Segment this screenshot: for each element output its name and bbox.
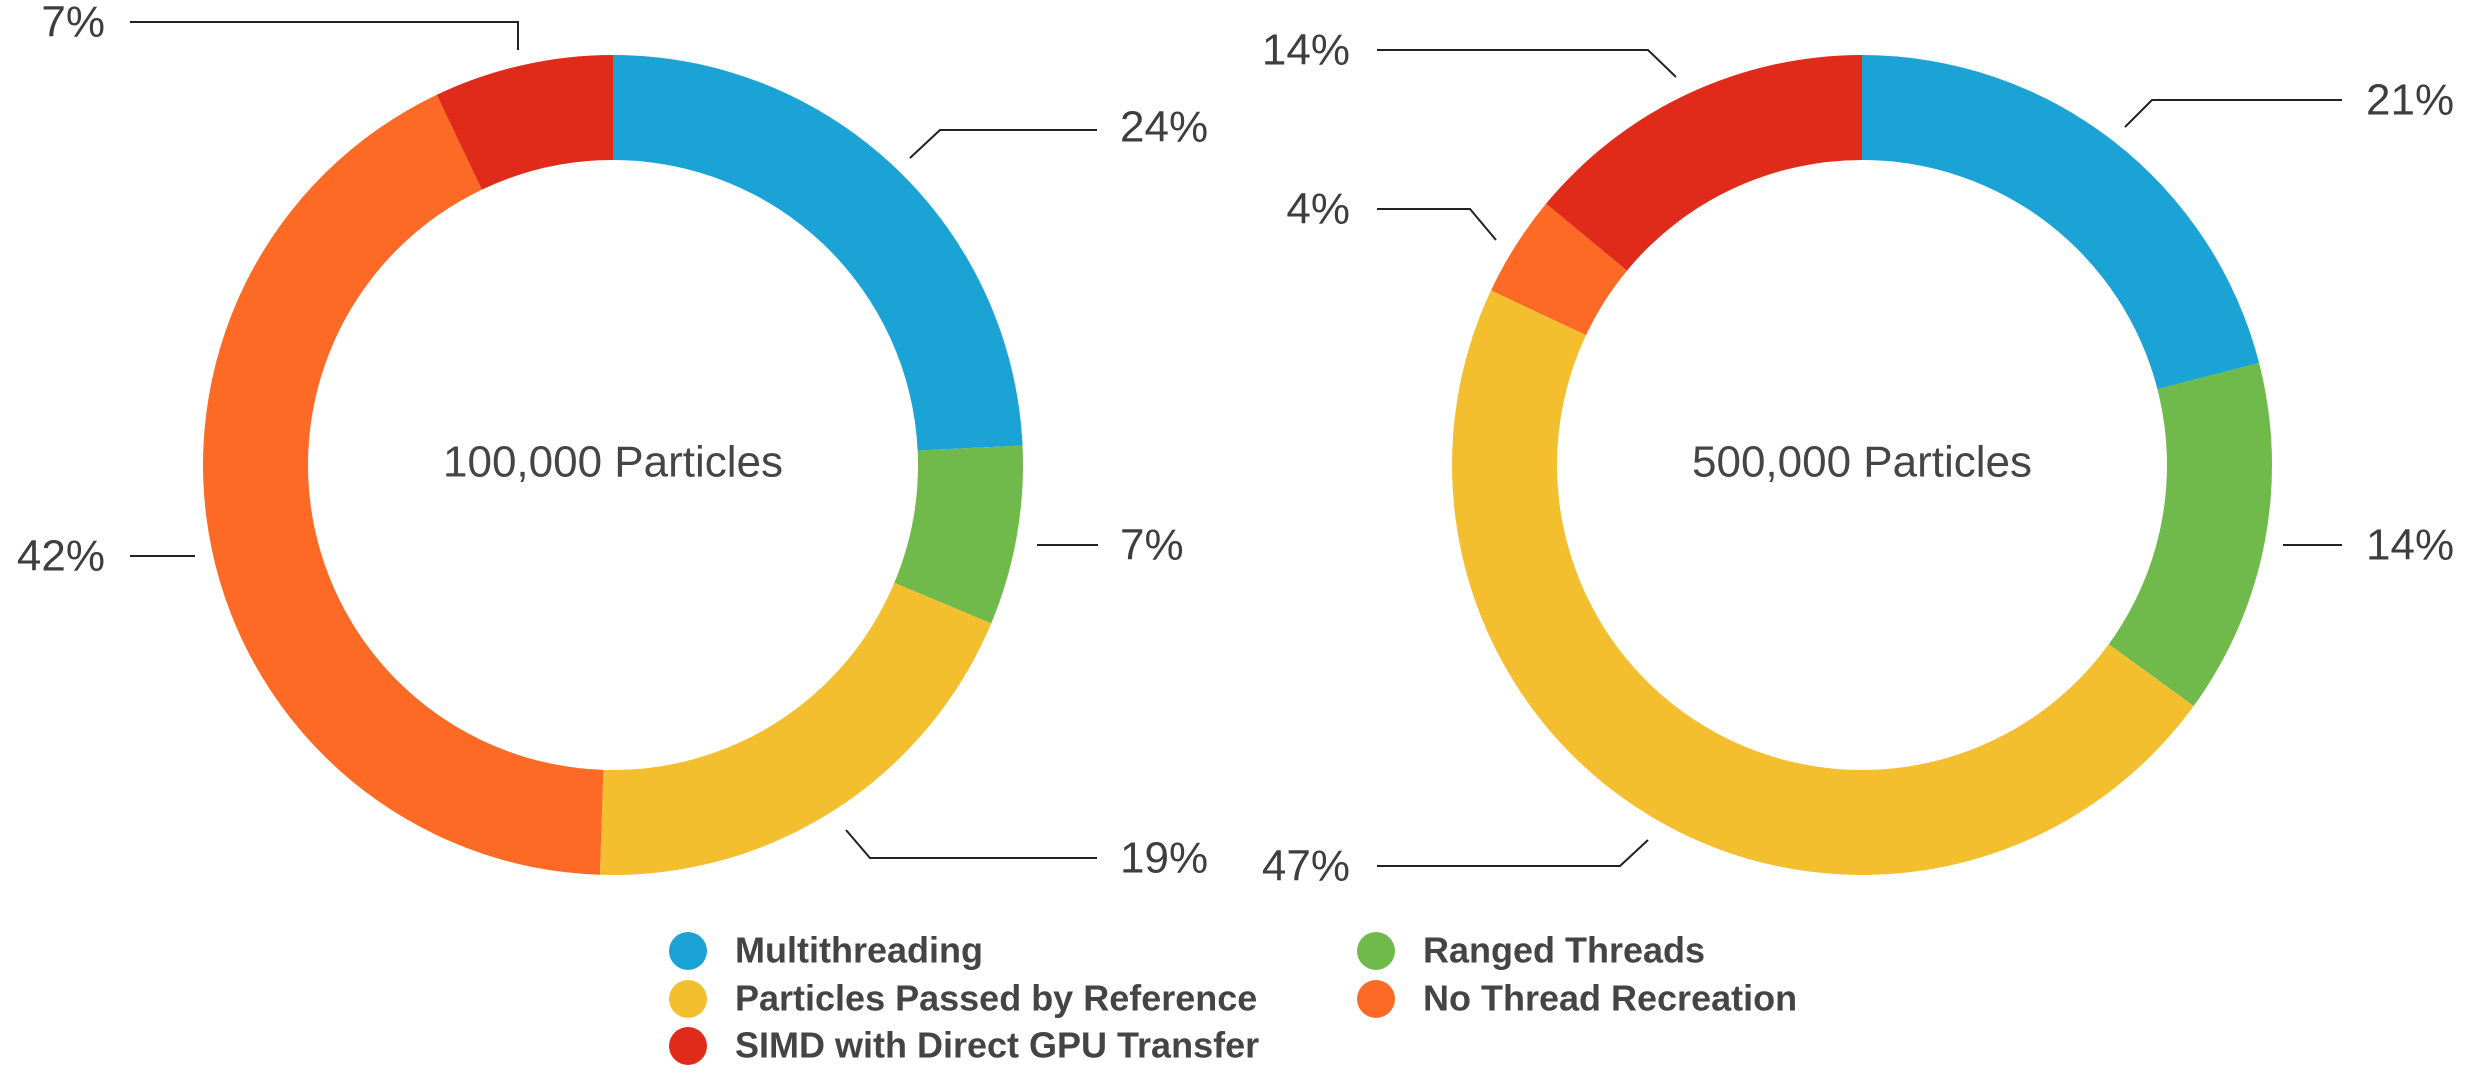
slice-multithreading <box>613 55 1023 451</box>
legend-item-multithreading: Multithreading <box>669 930 983 971</box>
data-label-no-thread-recreation: 4% <box>1286 185 1350 234</box>
legend-swatch <box>1357 980 1395 1018</box>
legend-swatch <box>669 980 707 1018</box>
slice-no-thread-recreation <box>1491 203 1627 336</box>
legend-swatch <box>1357 932 1395 970</box>
leader-line <box>845 829 1097 859</box>
data-label-particles-passed-by-reference: 47% <box>1262 842 1350 891</box>
legend-item-particles-passed-by-reference: Particles Passed by Reference <box>669 978 1257 1019</box>
leader-line <box>130 21 519 50</box>
data-label-ranged-threads: 14% <box>2366 521 2454 570</box>
leader-line <box>2124 99 2342 128</box>
data-label-multithreading: 21% <box>2366 76 2454 125</box>
donut-chart-500k: 500,000 Particles 21% 14% 47% 4% 14% <box>1262 26 2454 891</box>
leader-line <box>1377 839 1649 867</box>
donut-title: 100,000 Particles <box>443 438 783 487</box>
donut-chart-100k: 100,000 Particles 24% 7% 19% 42% 7% <box>17 0 1208 883</box>
slice-no-thread-recreation <box>202 94 604 875</box>
legend-label: Particles Passed by Reference <box>735 978 1257 1019</box>
legend-item-no-thread-recreation: No Thread Recreation <box>1357 978 1797 1019</box>
slice-particles-passed-by-reference <box>599 582 992 875</box>
legend-label: SIMD with Direct GPU Transfer <box>735 1025 1259 1066</box>
slice-multithreading <box>1862 55 2260 390</box>
legend-swatch <box>669 932 707 970</box>
slice-ranged-threads <box>894 445 1024 624</box>
legend-label: Multithreading <box>735 930 983 971</box>
legend-item-simd-with-direct-gpu-transfer: SIMD with Direct GPU Transfer <box>669 1025 1259 1066</box>
slice-ranged-threads <box>2108 363 2273 706</box>
legend-label: Ranged Threads <box>1423 930 1705 971</box>
slice-simd-with-direct-gpu-transfer <box>1546 55 1862 271</box>
data-label-simd-with-direct-gpu-transfer: 7% <box>41 0 105 47</box>
data-label-multithreading: 24% <box>1120 103 1208 152</box>
slice-simd-with-direct-gpu-transfer <box>436 55 613 190</box>
legend-item-ranged-threads: Ranged Threads <box>1357 930 1705 971</box>
legend-label: No Thread Recreation <box>1423 978 1797 1019</box>
leader-line <box>1377 49 1677 78</box>
leader-line <box>1377 208 1497 241</box>
data-label-no-thread-recreation: 42% <box>17 532 105 581</box>
data-label-simd-with-direct-gpu-transfer: 14% <box>1262 26 1350 75</box>
legend-swatch <box>669 1027 707 1065</box>
donut-title: 500,000 Particles <box>1692 438 2032 487</box>
legend: Multithreading Ranged Threads Particles Pa… <box>669 930 1797 1066</box>
data-label-ranged-threads: 7% <box>1120 521 1184 570</box>
leader-line <box>909 129 1097 159</box>
slice-particles-passed-by-reference <box>1451 290 2194 876</box>
data-label-particles-passed-by-reference: 19% <box>1120 834 1208 883</box>
